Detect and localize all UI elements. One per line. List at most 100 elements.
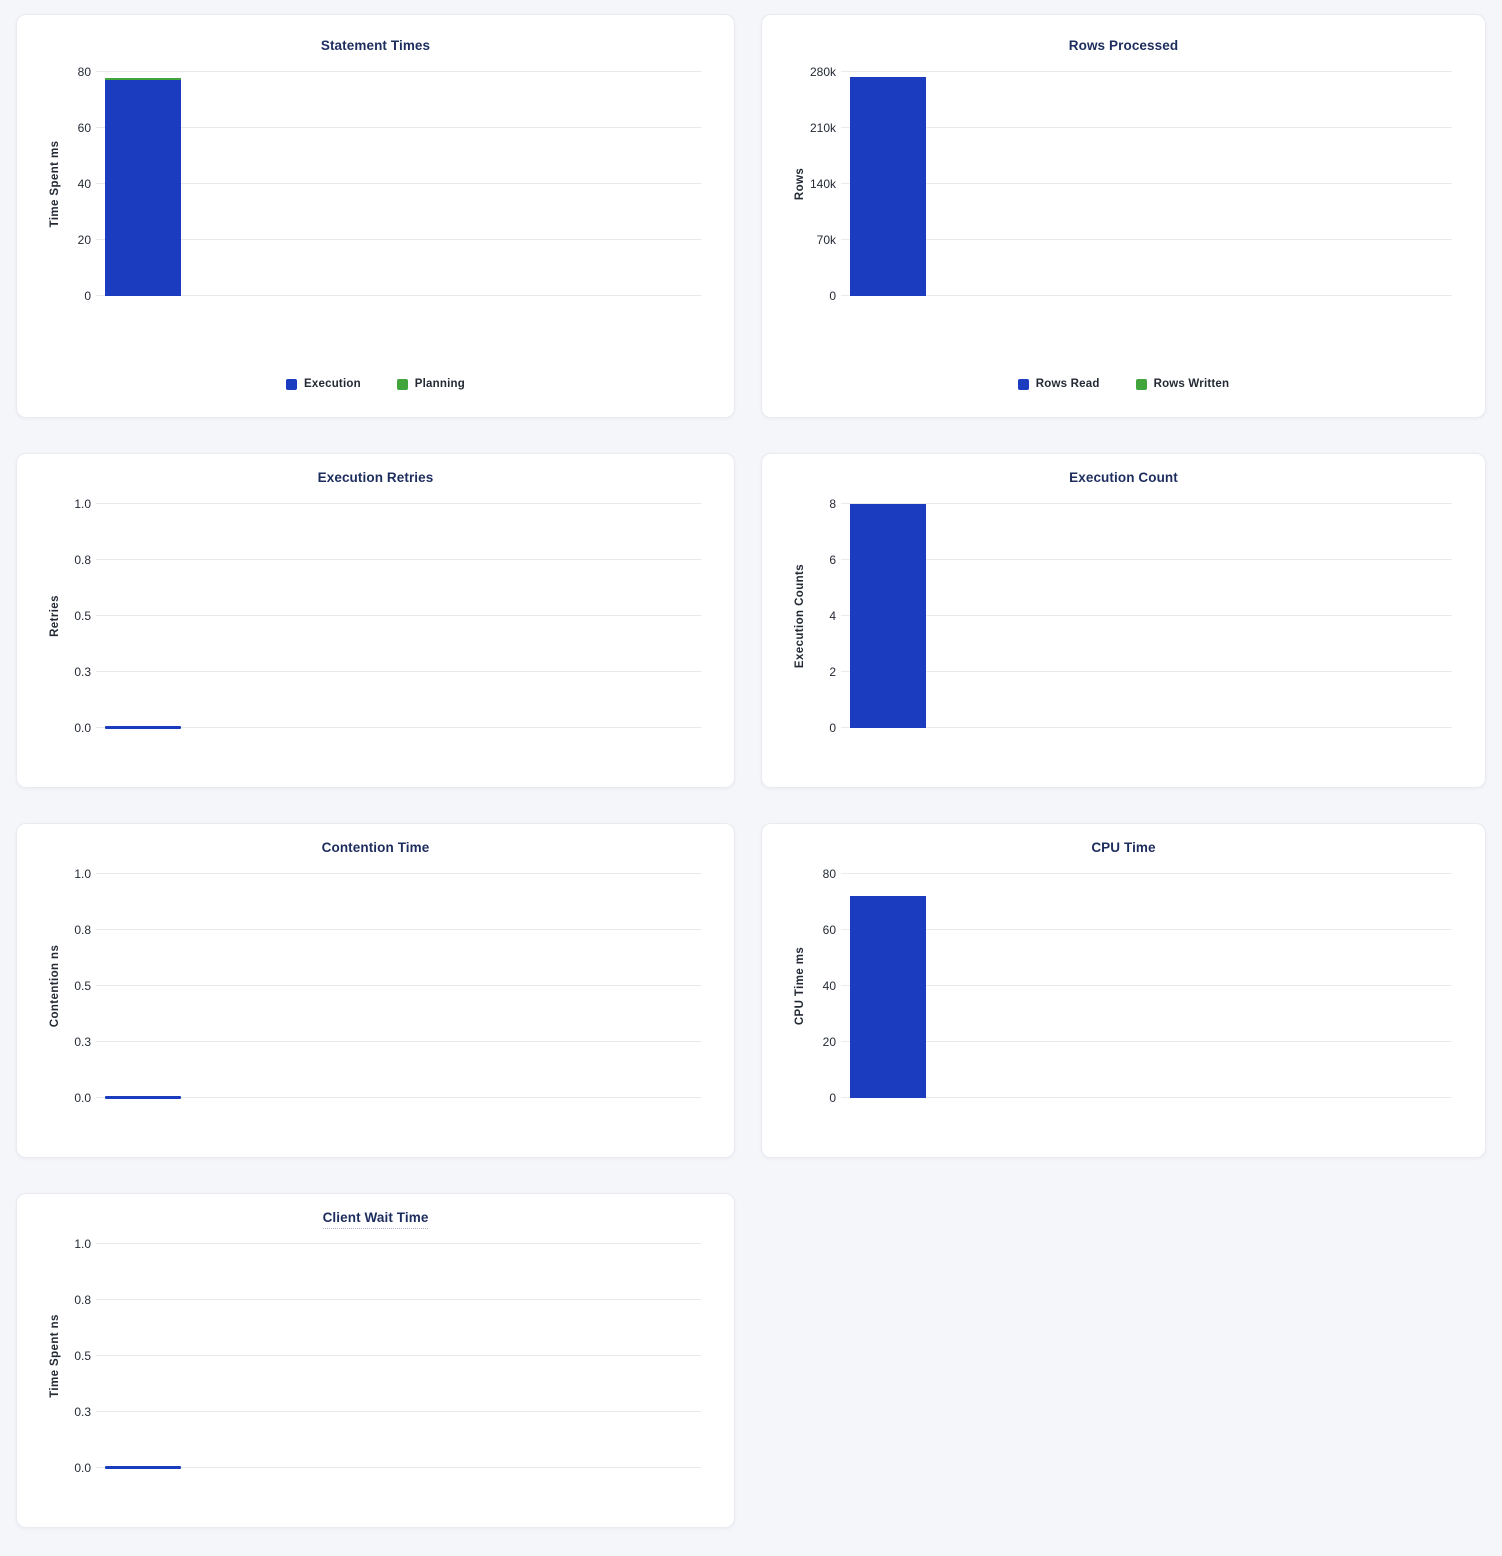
y-tick-label: 60	[77, 121, 91, 135]
y-tick-label: 0.3	[74, 665, 91, 679]
legend: Execution Planning	[17, 378, 734, 390]
y-tick-label: 0.0	[74, 721, 91, 735]
y-axis-label: Time Spent ns	[49, 1314, 61, 1398]
gridline	[96, 1243, 701, 1244]
legend-item-rows-written: Rows Written	[1135, 378, 1230, 390]
y-tick-label: 40	[822, 979, 836, 993]
y-tick-label: 1.0	[74, 497, 91, 511]
chart-execution-retries: 0.0 0.3 0.5 0.8 1.0 Retries	[17, 454, 734, 787]
chart-title-client-wait-time[interactable]: Client Wait Time	[17, 1209, 734, 1229]
legend-swatch-icon	[1017, 378, 1029, 390]
y-tick-label: 140k	[809, 177, 836, 191]
chart-statement-times: 0 20 40 60 80 Time Spent ms Execution Planning	[17, 15, 734, 417]
bar	[850, 76, 926, 296]
gridline	[841, 1097, 1452, 1098]
gridline	[96, 727, 701, 728]
y-axis-label: CPU Time ms	[794, 946, 806, 1026]
gridline	[96, 503, 701, 504]
y-tick-label: 70k	[816, 233, 836, 247]
bar	[850, 504, 926, 728]
chart-client-wait-time: 0.0 0.3 0.5 0.8 1.0 Time Spent ns	[17, 1194, 734, 1527]
gridline	[96, 873, 701, 874]
gridline	[841, 873, 1452, 874]
legend-swatch-icon	[1135, 378, 1147, 390]
chart-card-execution-count: Execution Count 0 2 4 6 8 Execution Counts	[761, 453, 1486, 788]
gridline	[96, 71, 701, 72]
plot-area	[841, 873, 1452, 1098]
gridline	[841, 615, 1452, 616]
gridline	[841, 929, 1452, 930]
gridline	[841, 183, 1452, 184]
gridline	[96, 559, 701, 560]
gridline	[96, 295, 701, 296]
gridline	[96, 239, 701, 240]
chart-card-statement-times: Statement Times 0 20 40 60 80 Time Spent ms Ex…	[16, 14, 735, 418]
y-tick-label: 2	[829, 665, 836, 679]
y-tick-label: 0	[829, 1091, 836, 1105]
plot-area	[96, 1243, 701, 1469]
chart-title-rows-processed: Rows Processed	[1068, 38, 1179, 53]
plot-area	[96, 503, 701, 729]
bar-segment-rows-read	[850, 76, 926, 296]
legend-item-label: Rows Read	[1035, 378, 1100, 390]
y-tick-label: 20	[77, 233, 91, 247]
zero-value-bar	[105, 1466, 181, 1469]
y-tick-label: 0.8	[74, 1293, 91, 1307]
legend-item-rows-read: Rows Read	[1017, 378, 1100, 390]
y-tick-label: 0.0	[74, 1091, 91, 1105]
legend-item-planning: Planning	[396, 378, 465, 390]
gridline	[96, 1041, 701, 1042]
gridline	[841, 985, 1452, 986]
chart-title-contention-time: Contention Time	[321, 840, 430, 855]
y-tick-label: 280k	[809, 65, 836, 79]
y-tick-label: 0	[84, 289, 91, 303]
y-tick-label: 0.0	[74, 1461, 91, 1475]
y-tick-label: 40	[77, 177, 91, 191]
bar	[850, 896, 926, 1098]
plot-area	[841, 503, 1452, 728]
y-tick-label: 0.5	[74, 1349, 91, 1363]
gridline	[96, 1411, 701, 1412]
legend-item-label: Planning	[414, 378, 465, 390]
chart-card-client-wait-time: Client Wait Time 0.0 0.3 0.5 0.8 1.0 Time Spe…	[16, 1193, 735, 1528]
legend-swatch-icon	[396, 378, 408, 390]
bar-segment-planning	[105, 77, 181, 81]
gridline	[96, 127, 701, 128]
legend-swatch-icon	[286, 378, 298, 390]
plot-area	[96, 71, 701, 296]
gridline	[96, 1299, 701, 1300]
y-tick-label: 80	[822, 867, 836, 881]
gridline	[96, 183, 701, 184]
y-tick-label: 0.5	[74, 979, 91, 993]
gridline	[96, 929, 701, 930]
gridline	[841, 559, 1452, 560]
chart-card-cpu-time: CPU Time 0 20 40 60 80 CPU Time ms	[761, 823, 1486, 1158]
y-tick-label: 0.3	[74, 1405, 91, 1419]
gridline	[841, 71, 1452, 72]
chart-execution-count: 0 2 4 6 8 Execution Counts	[762, 454, 1485, 787]
gridline	[841, 1041, 1452, 1042]
gridline	[841, 239, 1452, 240]
gridline	[841, 671, 1452, 672]
gridline	[96, 985, 701, 986]
plot-area	[841, 71, 1452, 296]
gridline	[96, 1097, 701, 1098]
bar-segment-execution	[105, 80, 181, 296]
chart-rows-processed: 0 70k 140k 210k 280k Rows Rows Read Rows Writte…	[762, 15, 1485, 417]
y-tick-label: 0.8	[74, 553, 91, 567]
y-axis-label: Rows	[794, 167, 806, 201]
gridline	[841, 727, 1452, 728]
chart-title-execution-count: Execution Count	[1069, 470, 1178, 485]
legend-item-label: Rows Written	[1153, 378, 1230, 390]
legend-item-label: Execution	[304, 378, 361, 390]
y-tick-label: 20	[822, 1035, 836, 1049]
chart-card-contention-time: Contention Time 0.0 0.3 0.5 0.8 1.0 Contentio…	[16, 823, 735, 1158]
gridline	[96, 1355, 701, 1356]
y-tick-label: 210k	[809, 121, 836, 135]
chart-contention-time: 0.0 0.3 0.5 0.8 1.0 Contention ns	[17, 824, 734, 1157]
y-tick-label: 60	[822, 923, 836, 937]
y-tick-label: 0	[829, 289, 836, 303]
y-tick-label: 0.5	[74, 609, 91, 623]
gridline	[841, 295, 1452, 296]
